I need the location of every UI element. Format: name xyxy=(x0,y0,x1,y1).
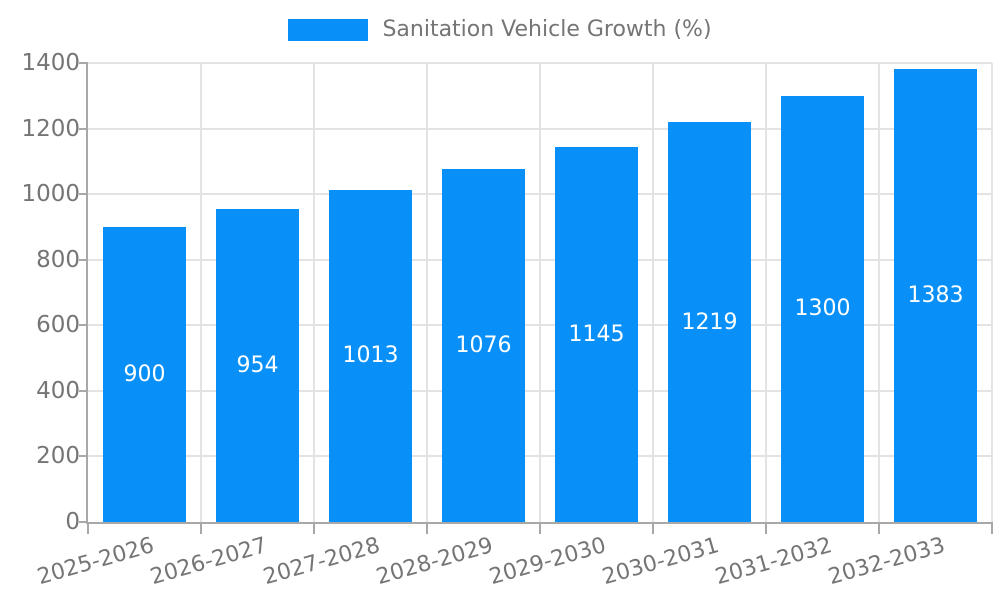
x-tick-label: 2025-2026 xyxy=(34,533,157,591)
x-gridline xyxy=(991,63,993,522)
x-tick-mark xyxy=(765,522,767,534)
x-tick-label: 2028-2029 xyxy=(373,533,496,591)
legend-label: Sanitation Vehicle Growth (%) xyxy=(382,17,712,42)
bar[interactable]: 1300 xyxy=(781,95,864,522)
bar-value-label: 1383 xyxy=(907,282,964,308)
x-tick-label: 2032-2033 xyxy=(825,533,948,591)
bar[interactable]: 1219 xyxy=(668,122,751,522)
y-tick-label: 1000 xyxy=(21,181,80,208)
bar-value-label: 1013 xyxy=(342,343,399,369)
legend-swatch xyxy=(288,18,369,41)
bar[interactable]: 1145 xyxy=(555,146,638,522)
x-tick-mark xyxy=(878,522,880,534)
y-tick-label: 0 xyxy=(65,509,80,535)
y-tick-mark xyxy=(79,193,88,196)
x-gridline xyxy=(426,63,428,522)
x-gridline xyxy=(539,63,541,522)
y-tick-mark xyxy=(79,455,88,458)
bar-value-label: 1219 xyxy=(681,309,738,335)
bar[interactable]: 900 xyxy=(103,226,186,522)
x-tick-label: 2026-2027 xyxy=(147,533,270,591)
x-gridline xyxy=(200,63,202,522)
bar-value-label: 1145 xyxy=(568,321,625,347)
y-tick-label: 1400 xyxy=(21,50,80,76)
x-tick-mark xyxy=(991,522,993,534)
bar[interactable]: 1076 xyxy=(442,169,525,522)
y-tick-mark xyxy=(79,521,88,523)
x-gridline xyxy=(878,63,880,522)
x-tick-label: 2029-2030 xyxy=(486,533,609,591)
x-tick-mark xyxy=(200,522,202,534)
bar[interactable]: 1013 xyxy=(329,189,412,522)
x-tick-label: 2030-2031 xyxy=(599,533,722,591)
y-tick-label: 600 xyxy=(36,312,80,339)
y-tick-label: 1200 xyxy=(21,115,80,142)
y-tick-mark xyxy=(79,62,88,64)
bar-value-label: 954 xyxy=(236,353,279,379)
bar[interactable]: 954 xyxy=(216,209,299,522)
x-tick-mark xyxy=(313,522,315,534)
legend[interactable]: Sanitation Vehicle Growth (%) xyxy=(0,17,1000,42)
x-gridline xyxy=(652,63,654,522)
bar-value-label: 1300 xyxy=(794,296,851,322)
y-tick-label: 800 xyxy=(36,246,80,273)
bar[interactable]: 1383 xyxy=(894,68,977,522)
y-tick-mark xyxy=(79,389,88,392)
y-tick-label: 200 xyxy=(36,443,80,470)
x-tick-mark xyxy=(87,522,89,534)
y-tick-mark xyxy=(79,324,88,327)
bar-value-label: 900 xyxy=(123,361,166,387)
plot-area: 900 954 1013 1076 1145 1219 1300 1383 xyxy=(88,62,993,522)
x-tick-mark xyxy=(652,522,654,534)
x-tick-label: 2031-2032 xyxy=(712,533,835,591)
x-tick-mark xyxy=(539,522,541,534)
x-tick-label: 2027-2028 xyxy=(260,533,383,591)
bar-value-label: 1076 xyxy=(455,333,512,359)
y-tick-mark xyxy=(79,258,88,261)
y-axis-line xyxy=(86,63,88,524)
x-gridline xyxy=(765,63,767,522)
x-tick-mark xyxy=(426,522,428,534)
y-tick-mark xyxy=(79,127,88,130)
y-tick-label: 400 xyxy=(36,377,80,404)
x-gridline xyxy=(313,63,315,522)
